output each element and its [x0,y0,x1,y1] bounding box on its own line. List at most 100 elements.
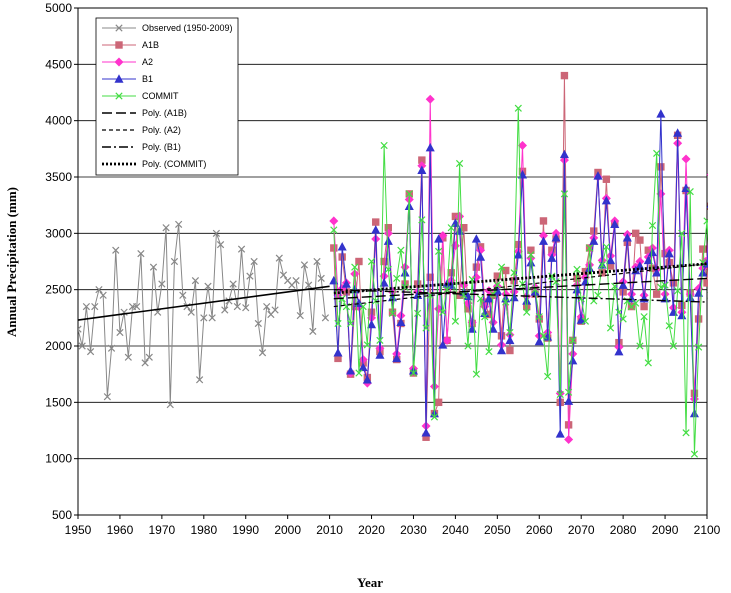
data-point [425,94,435,104]
data-point [652,268,662,277]
data-point [539,217,548,225]
data-point [517,140,528,150]
data-point [488,324,498,333]
data-point [279,271,288,279]
data-point [380,141,388,150]
data-point [643,255,653,265]
data-point [674,287,682,295]
data-point [237,245,246,253]
data-point [485,348,493,356]
data-point [572,284,582,294]
legend-label: Poly. (COMMIT) [142,159,206,169]
legend: Observed (1950-2009) A1B A2 B1 COMMIT Poly. (… [95,17,239,176]
data-point [598,261,606,269]
data-point [712,303,718,309]
data-point [464,342,472,350]
x-axis-label: Year [357,575,383,590]
data-point [506,346,514,355]
data-point [158,280,166,288]
series-observed-1950-2009 [78,220,330,409]
data-point [99,291,107,299]
data-point [305,281,313,289]
series-b1 [329,109,727,438]
data-point [585,244,594,252]
x-tick-label: 1970 [149,523,176,537]
x-tick-label: 2100 [694,523,721,537]
data-point [716,261,723,268]
data-point [321,314,330,322]
data-point [329,216,339,226]
y-tick-label: 1000 [45,452,72,466]
data-point [216,240,225,249]
data-point [484,293,494,303]
legend-label: A2 [142,57,153,67]
data-point [716,284,722,290]
data-point [355,257,363,266]
data-point [564,396,574,405]
data-point [611,282,619,290]
legend-item: Poly. (A1B) [102,108,187,118]
data-point [388,309,397,317]
data-point [460,291,468,299]
data-point [208,314,216,322]
data-point [544,372,552,381]
data-point [489,290,497,298]
legend-item: A1B [102,40,159,50]
x-tick-label: 1990 [232,523,259,537]
data-point [706,205,708,208]
data-point [392,353,402,363]
data-point [514,104,522,112]
legend-item: B1 [102,74,153,84]
legend-marker [115,41,123,49]
data-point [632,299,640,307]
data-point [229,280,237,288]
data-point [95,286,103,294]
data-point [716,258,724,266]
data-point [438,340,448,349]
data-point [434,234,444,243]
data-point [78,342,86,350]
data-point [518,280,527,288]
data-point [686,188,694,196]
data-point [720,305,727,312]
legend-item: Observed (1950-2009) [102,23,233,33]
data-point [242,304,250,312]
data-point [195,376,204,384]
data-point [221,306,229,314]
data-point [317,274,325,283]
x-tick-label: 2020 [358,523,385,537]
data-point [720,298,728,306]
data-point [133,302,141,311]
data-point [439,308,447,316]
data-point [618,280,628,289]
data-point [149,263,158,271]
data-point [652,290,661,298]
data-point [526,257,536,267]
data-point [606,324,615,332]
data-point [721,352,727,358]
data-point [103,393,111,401]
data-point [200,314,208,322]
data-point [359,302,367,311]
data-point [653,149,661,157]
data-point [640,302,648,311]
data-point [112,246,120,254]
x-tick-label: 1950 [65,523,92,537]
data-point [426,273,434,281]
data-point [166,400,174,409]
data-point [664,248,674,258]
legend-label: Poly. (B1) [142,142,181,152]
legend-label: Observed (1950-2009) [142,23,233,33]
data-point [141,359,149,367]
data-point [560,71,569,80]
data-point [703,279,708,287]
data-point [681,154,691,164]
data-point [622,233,632,242]
data-point [703,217,708,225]
data-point [355,369,363,377]
data-point [481,313,489,321]
data-point [694,288,704,297]
data-point [187,308,195,316]
data-point [668,307,678,316]
